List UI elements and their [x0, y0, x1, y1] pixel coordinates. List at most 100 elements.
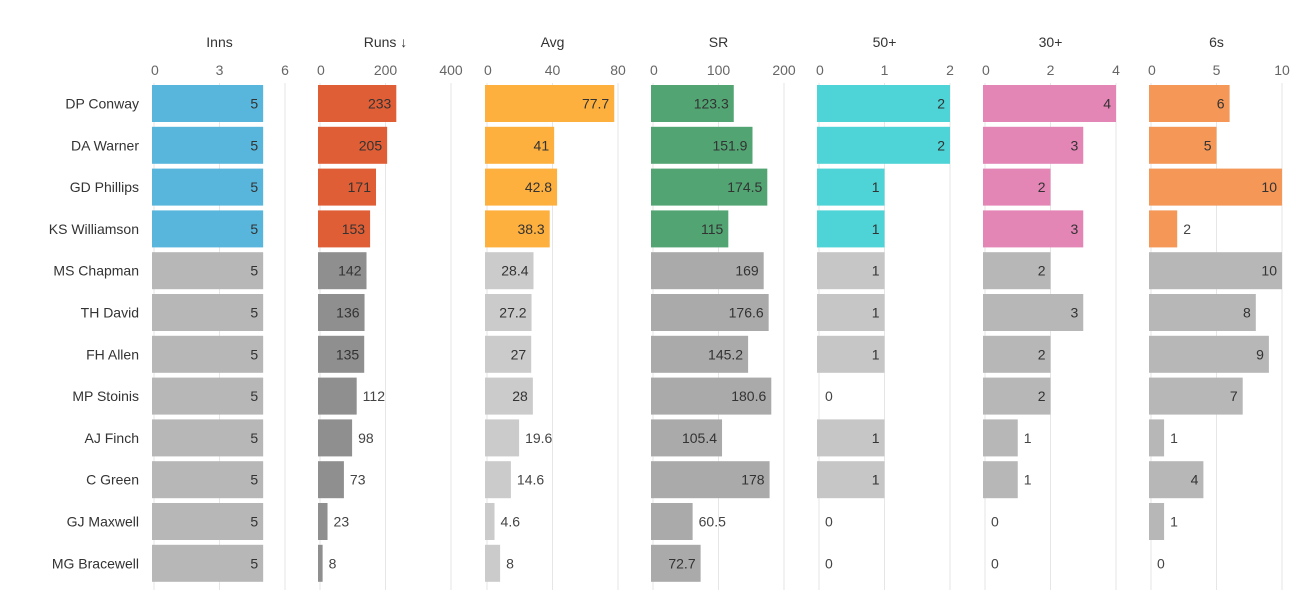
value-label-0-10: 5: [250, 514, 258, 530]
bar-3-11: [651, 544, 701, 582]
value-label-2-8: 19.6: [525, 430, 552, 446]
row-label-4: MS Chapman: [53, 263, 139, 279]
bar-5-1: [983, 126, 1084, 164]
bar-1-11: [318, 544, 323, 582]
value-label-1-9: 73: [350, 472, 366, 488]
row-label-10: GJ Maxwell: [67, 514, 139, 530]
tick-label-4-0: 0: [816, 62, 824, 78]
value-label-5-10: 0: [991, 514, 999, 530]
tick-label-1-0: 0: [317, 62, 325, 78]
value-label-6-5: 8: [1243, 305, 1251, 321]
column-title-0: Inns: [206, 34, 232, 50]
column-title-2: Avg: [541, 34, 565, 50]
tick-label-6-2: 10: [1274, 62, 1290, 78]
value-label-5-2: 2: [1038, 179, 1046, 195]
value-label-1-6: 135: [336, 346, 360, 362]
row-label-0: DP Conway: [65, 96, 139, 112]
bar-2-0: [485, 85, 615, 122]
bar-0-10: [152, 503, 264, 540]
bar-5-6: [983, 335, 1051, 373]
row-label-6: FH Allen: [86, 346, 139, 362]
value-label-5-3: 3: [1070, 221, 1078, 237]
value-label-5-4: 2: [1038, 263, 1046, 279]
bar-4-9: [817, 461, 885, 499]
bar-4-3: [817, 210, 885, 248]
bar-6-2: [1149, 168, 1282, 206]
value-label-0-11: 5: [250, 555, 258, 571]
bar-5-5: [983, 294, 1084, 331]
tick-label-1-1: 200: [374, 62, 398, 78]
bar-6-6: [1149, 335, 1269, 373]
tick-label-3-0: 0: [650, 62, 658, 78]
bar-3-7: [651, 377, 772, 415]
row-label-9: C Green: [86, 472, 139, 488]
bar-4-4: [817, 252, 885, 290]
bar-5-9: [983, 461, 1018, 499]
value-label-0-7: 5: [250, 388, 258, 404]
bar-5-4: [983, 252, 1051, 290]
value-label-4-0: 2: [937, 96, 945, 112]
tick-label-6-0: 0: [1148, 62, 1156, 78]
value-label-6-6: 9: [1256, 346, 1264, 362]
bar-3-2: [651, 168, 768, 206]
bar-3-0: [651, 85, 734, 122]
value-label-4-7: 0: [825, 388, 833, 404]
bar-1-4: [318, 252, 367, 290]
tick-label-5-1: 2: [1047, 62, 1055, 78]
value-label-2-9: 14.6: [517, 472, 544, 488]
bar-2-1: [485, 126, 555, 164]
value-label-5-11: 0: [991, 555, 999, 571]
bar-4-1: [817, 126, 950, 164]
value-label-6-7: 7: [1230, 388, 1238, 404]
bar-2-10: [485, 503, 495, 540]
row-label-7: MP Stoinis: [72, 388, 139, 404]
value-label-6-9: 4: [1191, 472, 1199, 488]
value-label-4-1: 2: [937, 137, 945, 153]
tick-label-4-1: 1: [881, 62, 889, 78]
bar-5-3: [983, 210, 1084, 248]
bar-1-3: [318, 210, 371, 248]
column-title-4: 50+: [873, 34, 897, 50]
bar-2-8: [485, 419, 520, 457]
value-label-0-1: 5: [250, 137, 258, 153]
row-label-8: AJ Finch: [85, 430, 139, 446]
column-title-3: SR: [709, 34, 728, 50]
bar-2-4: [485, 252, 534, 290]
bar-1-1: [318, 126, 388, 164]
value-label-1-2: 171: [348, 179, 372, 195]
value-label-3-7: 180.6: [731, 388, 766, 404]
tick-label-4-2: 2: [946, 62, 954, 78]
value-label-6-10: 1: [1170, 514, 1178, 530]
bar-4-5: [817, 294, 885, 331]
value-label-1-1: 205: [359, 137, 383, 153]
column-title-1: Runs ↓: [364, 34, 408, 50]
bar-6-7: [1149, 377, 1243, 415]
bar-0-0: [152, 85, 264, 122]
bar-0-1: [152, 126, 264, 164]
value-label-3-9: 178: [741, 472, 765, 488]
bar-4-2: [817, 168, 885, 206]
tick-label-0-2: 6: [281, 62, 289, 78]
value-label-0-4: 5: [250, 263, 258, 279]
bar-1-9: [318, 461, 344, 499]
bar-4-0: [817, 85, 950, 122]
bar-4-6: [817, 335, 885, 373]
tick-label-2-0: 0: [484, 62, 492, 78]
value-label-3-10: 60.5: [699, 514, 726, 530]
value-label-1-4: 142: [338, 263, 362, 279]
value-label-0-0: 5: [250, 96, 258, 112]
bar-6-5: [1149, 294, 1256, 331]
value-label-6-8: 1: [1170, 430, 1178, 446]
value-label-2-10: 4.6: [501, 514, 521, 530]
bar-1-2: [318, 168, 377, 206]
bar-5-7: [983, 377, 1051, 415]
value-label-4-5: 1: [872, 305, 880, 321]
value-label-1-3: 153: [342, 221, 366, 237]
bar-1-5: [318, 294, 365, 331]
tick-label-5-2: 4: [1112, 62, 1120, 78]
value-label-6-3: 2: [1183, 221, 1191, 237]
value-label-3-8: 105.4: [682, 430, 717, 446]
value-label-3-11: 72.7: [668, 555, 695, 571]
value-label-2-2: 42.8: [525, 179, 552, 195]
